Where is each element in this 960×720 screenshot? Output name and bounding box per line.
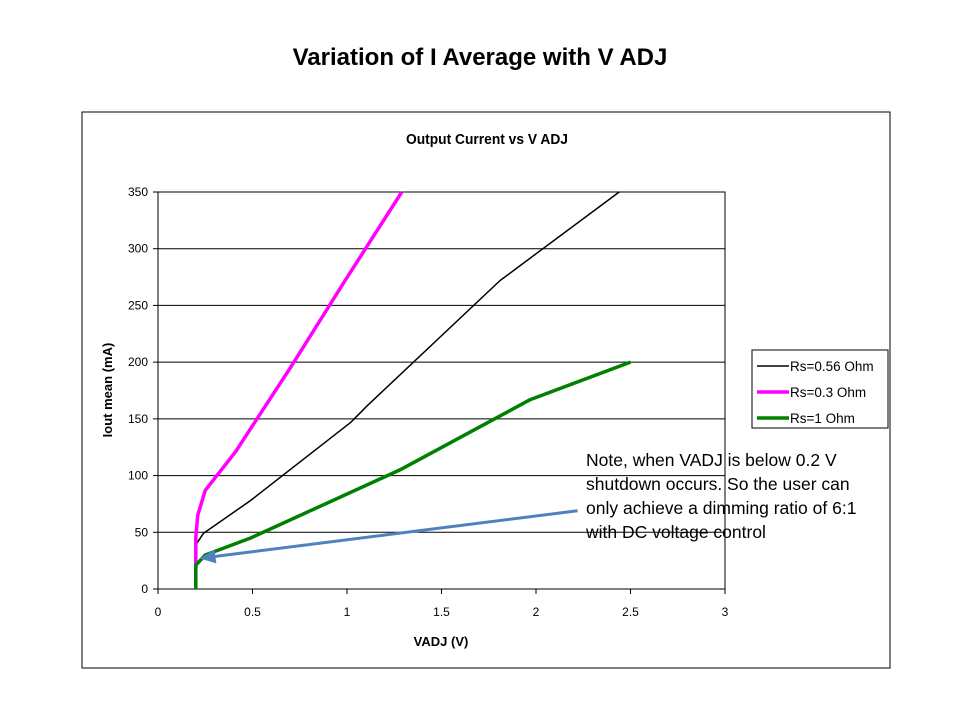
x-tick-label: 2 xyxy=(533,605,540,619)
slide-title: Variation of I Average with V ADJ xyxy=(292,44,668,71)
y-axis-label: Iout mean (mA) xyxy=(100,343,115,438)
y-tick-label: 350 xyxy=(128,185,148,199)
note-line: shutdown occurs. So the user can xyxy=(586,474,850,494)
series-line xyxy=(194,360,632,589)
y-tick-label: 0 xyxy=(141,582,148,596)
x-tick-label: 1 xyxy=(344,605,351,619)
series-line xyxy=(195,191,620,546)
y-tick-label: 50 xyxy=(135,525,149,539)
arrow-head-icon xyxy=(199,549,217,564)
y-tick-label: 250 xyxy=(128,298,148,312)
note-line: Note, when VADJ is below 0.2 V xyxy=(586,450,837,470)
legend-label: Rs=1 Ohm xyxy=(790,411,855,426)
x-tick-label: 0 xyxy=(155,605,162,619)
x-tick-label: 0.5 xyxy=(244,605,261,619)
x-tick-label: 1.5 xyxy=(433,605,450,619)
series-line xyxy=(194,191,404,589)
x-tick-label: 3 xyxy=(722,605,729,619)
note-line: with DC voltage control xyxy=(586,522,766,542)
y-tick-label: 200 xyxy=(128,355,148,369)
annotation-arrow xyxy=(215,509,578,558)
y-tick-label: 150 xyxy=(128,412,148,426)
legend: Rs=0.56 Ohm Rs=0.3 Ohm Rs=1 Ohm xyxy=(751,349,889,429)
y-tick-label: 300 xyxy=(128,242,148,256)
chart-title: Output Current vs V ADJ xyxy=(406,132,568,149)
annotation-note: Note, when VADJ is below 0.2 V shutdown … xyxy=(586,448,926,544)
x-axis-label: VADJ (V) xyxy=(414,634,469,649)
y-tick-label: 100 xyxy=(128,469,148,483)
x-tick-label: 2.5 xyxy=(622,605,639,619)
plot-area xyxy=(157,191,726,590)
note-line: only achieve a dimming ratio of 6:1 xyxy=(586,498,857,518)
legend-label: Rs=0.3 Ohm xyxy=(790,385,866,400)
legend-label: Rs=0.56 Ohm xyxy=(790,359,874,374)
